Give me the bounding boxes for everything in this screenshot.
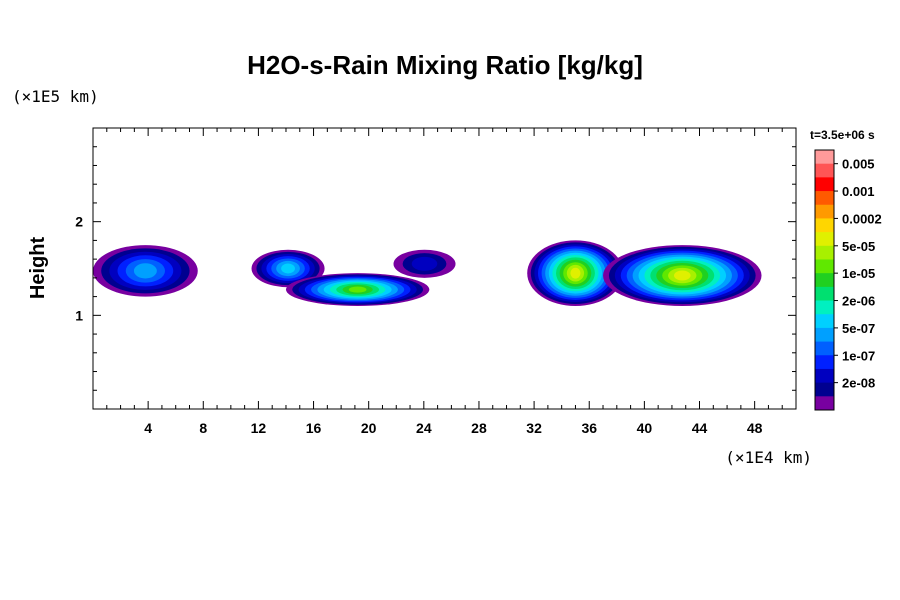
colorbar-swatch	[815, 286, 834, 302]
x-scale-label: (×1E4 km)	[725, 448, 812, 467]
x-tick-label: 12	[251, 420, 267, 436]
colorbar-label: 5e-05	[842, 239, 875, 254]
colorbar-label: 0.0002	[842, 211, 882, 226]
colorbar-swatch	[815, 218, 834, 233]
y-axis-label: Height	[27, 237, 49, 300]
colorbar-swatch	[815, 327, 834, 343]
x-tick-label: 44	[692, 420, 708, 436]
rain-region	[285, 273, 430, 306]
colorbar-swatch	[815, 204, 834, 219]
x-tick-label: 32	[526, 420, 542, 436]
colorbar-swatch	[815, 177, 834, 192]
colorbar-label: 1e-05	[842, 266, 875, 281]
x-tick-label: 48	[747, 420, 763, 436]
colorbar: 0.005 0.001 0.0002 5e-05 1e-05 2e-06 5e-07 1e-0…	[814, 149, 882, 411]
colorbar-swatch	[815, 382, 834, 397]
colorbar-swatch	[815, 150, 834, 165]
x-tick-label: 8	[199, 420, 207, 436]
contour-band	[133, 263, 157, 279]
colorbar-swatch	[815, 259, 834, 274]
x-tick-label: 4	[144, 420, 152, 436]
colorbar-label: 5e-07	[842, 321, 875, 336]
plot-frame	[92, 127, 797, 410]
colorbar-frame	[814, 149, 835, 411]
x-tick-label: 28	[471, 420, 487, 436]
x-tick-label: 24	[416, 420, 432, 436]
x-tick-label: 20	[361, 420, 377, 436]
rain-region	[251, 249, 325, 288]
colorbar-label: 2e-08	[842, 376, 875, 391]
chart-title: H2O-s-Rain Mixing Ratio [kg/kg]	[247, 50, 643, 80]
colorbar-swatch	[815, 314, 834, 329]
colorbar-swatch	[815, 300, 834, 315]
contour-band	[570, 267, 581, 279]
colorbar-label: 1e-07	[842, 348, 875, 363]
y-tick-label: 1	[75, 307, 83, 323]
contour-layer	[92, 240, 762, 306]
colorbar-label: 2e-06	[842, 294, 875, 309]
colorbar-swatch	[815, 245, 834, 260]
colorbar-swatch	[815, 232, 834, 247]
rain-region	[393, 249, 456, 278]
contour-band	[348, 286, 367, 293]
x-tick-label: 16	[306, 420, 322, 436]
contour-band	[281, 263, 295, 274]
contour-band	[411, 256, 438, 271]
colorbar-swatch	[815, 191, 834, 206]
time-stamp: t=3.5e+06 s	[810, 128, 875, 142]
rain-region	[92, 245, 198, 297]
colorbar-swatch	[815, 273, 834, 288]
rain-region	[527, 240, 624, 306]
x-tick-label: 36	[581, 420, 597, 436]
y-scale-label: (×1E5 km)	[12, 87, 99, 106]
rain-region	[603, 245, 762, 306]
y-tick-label: 2	[75, 214, 83, 230]
colorbar-swatch	[815, 163, 834, 178]
colorbar-swatch	[815, 396, 834, 411]
colorbar-swatch	[815, 368, 834, 384]
colorbar-swatch	[815, 355, 834, 370]
colorbar-label: 0.001	[842, 184, 875, 199]
x-tick-label: 40	[637, 420, 653, 436]
contour-band	[673, 270, 691, 281]
colorbar-label: 0.005	[842, 157, 875, 172]
colorbar-swatch	[815, 341, 834, 356]
